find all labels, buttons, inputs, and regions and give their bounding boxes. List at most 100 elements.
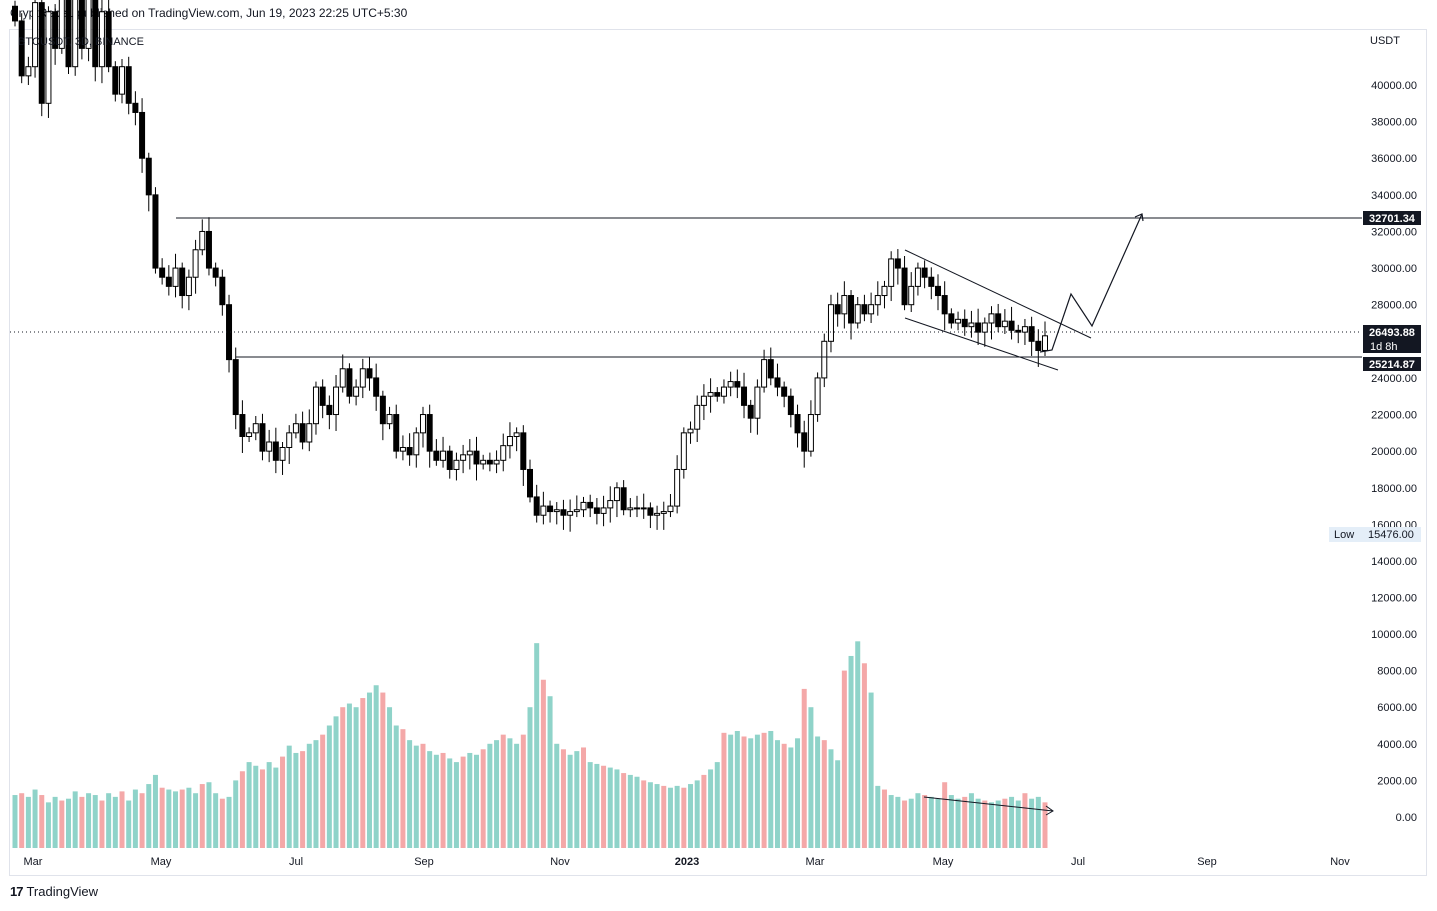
candle — [185, 269, 192, 311]
candle — [881, 280, 888, 309]
volume-bar — [1002, 798, 1008, 848]
volume-bar — [520, 734, 526, 848]
candle — [874, 281, 881, 316]
volume-bar — [915, 793, 921, 848]
x-tick-label: Nov — [1330, 856, 1350, 868]
volume-bar — [32, 789, 38, 848]
x-tick-label: Mar — [806, 856, 825, 868]
volume-bar — [59, 800, 65, 848]
candle — [480, 454, 487, 470]
volume-bar — [219, 798, 225, 848]
candle — [587, 494, 594, 518]
volume-bar — [340, 707, 346, 848]
volume-bar — [601, 765, 607, 848]
volume-bar — [881, 789, 887, 848]
x-tick-label: Nov — [550, 856, 570, 868]
candle — [720, 379, 727, 404]
candle — [426, 404, 433, 468]
current-price-tag — [1363, 325, 1421, 353]
candle — [941, 281, 948, 331]
volume-bar — [708, 769, 714, 848]
candle — [988, 306, 995, 340]
candle — [647, 502, 654, 529]
y-tick-label: 20000.00 — [1371, 446, 1417, 458]
volume-bar — [560, 749, 566, 848]
x-tick-label: May — [933, 856, 954, 868]
candle — [861, 294, 868, 322]
candle — [921, 260, 928, 289]
candle — [500, 433, 507, 472]
volume-bar — [728, 734, 734, 848]
volume-bar — [1015, 800, 1021, 848]
candle — [359, 358, 366, 399]
volume-bar — [246, 762, 252, 848]
volume-bar — [420, 743, 426, 848]
volume-bar — [106, 793, 112, 848]
candle — [58, 0, 65, 54]
volume-bar — [45, 802, 51, 848]
volume-bar — [233, 780, 239, 848]
candle — [540, 491, 547, 525]
candle — [373, 363, 380, 411]
candle — [634, 495, 641, 518]
candle — [98, 0, 105, 84]
volume-bar — [514, 743, 520, 848]
volume-bar — [132, 789, 138, 848]
volume-bar — [982, 800, 988, 848]
candle — [694, 395, 701, 442]
volume-bar — [621, 773, 627, 848]
candle — [714, 387, 721, 402]
volume-bar — [366, 692, 372, 848]
candle — [934, 274, 941, 311]
volume-bar — [353, 707, 359, 848]
candle — [741, 372, 748, 419]
candle — [854, 297, 861, 329]
candle — [165, 265, 172, 296]
volume-bar — [534, 643, 540, 848]
candle — [674, 455, 681, 514]
volume-bar — [855, 641, 861, 848]
volume-bar — [688, 784, 694, 848]
candle — [1001, 309, 1008, 334]
volume-bar — [614, 769, 620, 848]
candle — [687, 421, 694, 444]
x-tick-label: 2023 — [675, 856, 699, 868]
volume-bar — [821, 740, 827, 848]
candle — [627, 498, 634, 518]
candle — [1021, 318, 1028, 345]
candle — [506, 422, 513, 459]
volume-bar — [574, 751, 580, 848]
candle — [580, 496, 587, 518]
volume-bar — [280, 756, 286, 848]
volume-bar — [942, 782, 948, 848]
symbol-label: BTCUSDT, 3D, BINANCE — [18, 36, 144, 48]
y-axis: 40000.00 38000.00 36000.00 34000.00 32000.00… — [1371, 80, 1417, 824]
candle — [1035, 329, 1042, 367]
volume-bar — [393, 725, 399, 848]
y-tick-label: 0.00 — [1396, 812, 1417, 824]
volume-bar — [126, 800, 132, 848]
candle — [914, 262, 921, 296]
candle — [132, 91, 139, 126]
candle — [600, 495, 607, 527]
candle — [292, 413, 299, 439]
candle — [386, 406, 393, 430]
x-tick-label: Sep — [1197, 856, 1217, 868]
candle — [192, 239, 199, 294]
candle — [567, 499, 574, 532]
candle — [841, 281, 848, 329]
candle — [547, 500, 554, 523]
candle — [527, 459, 533, 503]
candle — [787, 388, 794, 428]
candle — [25, 56, 32, 85]
candle — [446, 445, 453, 479]
volume-bar — [253, 765, 259, 848]
y-tick-label: 38000.00 — [1371, 117, 1417, 129]
candle — [1042, 321, 1048, 356]
volume-bar — [460, 756, 466, 848]
volume-bar — [186, 787, 192, 848]
volume-bar — [774, 740, 780, 848]
volume-bar — [962, 796, 968, 848]
volume-bar — [494, 740, 500, 848]
